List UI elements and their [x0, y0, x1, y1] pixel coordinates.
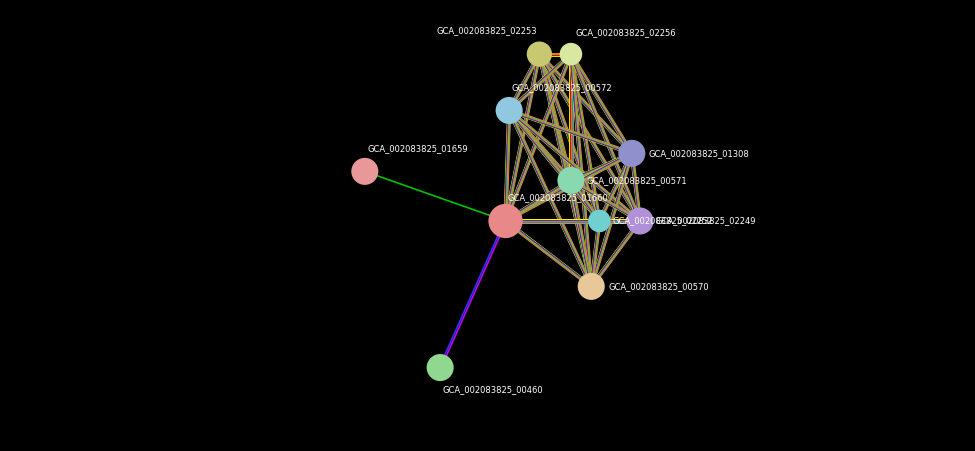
- Circle shape: [578, 273, 604, 300]
- Text: GCA_002083825_00460: GCA_002083825_00460: [443, 386, 543, 395]
- Circle shape: [495, 97, 523, 124]
- Text: GCA_002083825_00571: GCA_002083825_00571: [587, 176, 687, 185]
- Circle shape: [488, 204, 523, 238]
- Circle shape: [618, 140, 645, 167]
- Circle shape: [526, 41, 552, 67]
- Text: GCA_002083825_02253: GCA_002083825_02253: [437, 26, 537, 35]
- Text: GCA_002083825_02249: GCA_002083825_02249: [656, 216, 757, 226]
- Circle shape: [427, 354, 453, 381]
- Text: GCA_002083825_01660: GCA_002083825_01660: [508, 193, 608, 202]
- Circle shape: [626, 207, 653, 235]
- Text: GCA_002083825_02252: GCA_002083825_02252: [613, 216, 714, 226]
- Circle shape: [560, 43, 582, 65]
- Text: GCA_002083825_01308: GCA_002083825_01308: [649, 149, 750, 158]
- Circle shape: [351, 158, 378, 185]
- Circle shape: [558, 167, 584, 194]
- Text: GCA_002083825_00570: GCA_002083825_00570: [608, 282, 709, 291]
- Circle shape: [588, 210, 610, 232]
- Text: GCA_002083825_00572: GCA_002083825_00572: [512, 83, 612, 92]
- Text: GCA_002083825_02256: GCA_002083825_02256: [575, 28, 676, 37]
- Text: GCA_002083825_01659: GCA_002083825_01659: [367, 144, 468, 153]
